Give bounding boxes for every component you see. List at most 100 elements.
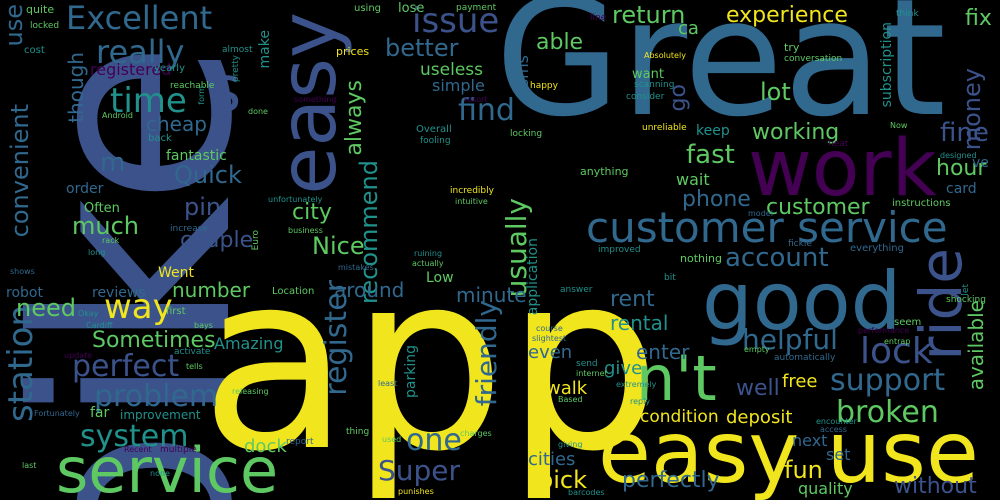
word-much: much [72, 212, 139, 240]
word-one: one [406, 423, 462, 458]
word-location: Location [272, 286, 315, 297]
word-condition: condition [640, 407, 719, 427]
word-app: app [200, 220, 662, 500]
word-recent: Recent [124, 445, 152, 454]
word-set: set [826, 445, 851, 464]
word-think: think [896, 9, 919, 19]
word-return: return [612, 1, 686, 29]
word-card: card [946, 181, 977, 197]
word-rent: rent [610, 287, 655, 312]
word-subscription: subscription [879, 22, 895, 108]
word-perfectly: perfectly [622, 468, 720, 493]
word-using: using [354, 3, 382, 14]
word-registered: registered [90, 60, 172, 79]
word-nice: Nice [312, 232, 365, 260]
word-keep: keep [696, 123, 730, 139]
word-hour: hour [936, 156, 987, 181]
word-excellent: Excellent [66, 0, 213, 37]
word-order: order [66, 181, 104, 197]
word-issue: issue [412, 1, 500, 41]
word-overall: Overall [416, 124, 452, 135]
word-course: course [536, 324, 563, 333]
word-almost: almost [222, 45, 253, 55]
word-prices: prices [336, 45, 370, 58]
word-far: far [90, 405, 110, 421]
word-ca: ca [678, 18, 699, 39]
word-even: even [528, 342, 573, 363]
word-lose: lose [398, 1, 425, 16]
word-instructions: instructions [892, 198, 951, 209]
word-improvement: improvement [120, 408, 201, 422]
word-ve: ve [972, 155, 989, 171]
word-okay: Okay [78, 309, 99, 318]
word-minute: minute [456, 283, 527, 307]
word-least: least [378, 379, 398, 388]
word-euro: Euro [251, 230, 261, 251]
word-activate: activate [174, 347, 211, 357]
word-incredibly: incredibly [450, 186, 494, 196]
word-performance: performance [858, 326, 910, 335]
word-cities: cities [528, 449, 576, 470]
word-form: form [197, 86, 206, 105]
word-absolutely: Absolutely [644, 51, 686, 60]
word-none: none [150, 469, 170, 478]
word-though: though [64, 52, 88, 123]
word-cost: cost [24, 45, 45, 56]
word-intuitive: intuitive [455, 197, 488, 206]
word-use: use [0, 4, 28, 47]
word-fickle: fickle [788, 239, 812, 249]
word-dock: dock [244, 436, 287, 457]
word-let: let [961, 284, 971, 296]
word-actually: actually [412, 259, 444, 268]
word-lock: lock [860, 331, 933, 372]
word-model: model [748, 209, 773, 218]
word-encounter: encounter [816, 417, 857, 426]
word-increase: increase [170, 224, 208, 234]
word-answer: answer [560, 285, 593, 295]
word-really: really [96, 33, 185, 71]
word-pin: pin [184, 193, 222, 221]
word-giving: giving [558, 440, 583, 449]
word-application: application [525, 238, 541, 316]
word-customer-service: customer service [586, 203, 948, 252]
word-fantastic: fantastic [166, 148, 227, 164]
word-based: Based [558, 395, 583, 404]
word-fun: fun [784, 456, 823, 484]
word-find: find [458, 93, 515, 128]
word-convenient: convenient [6, 104, 34, 238]
word-good: good [702, 255, 902, 348]
word-scanning: scanning [634, 80, 675, 90]
word-multiple: multiple [160, 445, 197, 455]
word-fast: fast [686, 140, 735, 170]
word-friendly: friendly [470, 300, 503, 407]
word-used: used [382, 435, 402, 444]
word-barcodes: barcodes [568, 488, 605, 497]
word-give: give [604, 358, 643, 379]
word-rental: rental [610, 311, 669, 335]
word-long: long [88, 248, 106, 257]
word-way: way [104, 287, 173, 327]
word-rack: rack [102, 236, 120, 245]
word-easy-use: easy use [598, 403, 979, 500]
word-need: need [16, 294, 76, 322]
word-improved: improved [598, 245, 641, 255]
word-designed: designed [940, 151, 977, 160]
word-shows: shows [10, 267, 35, 276]
word-heat: heat [828, 139, 849, 149]
word-parking: parking [403, 345, 419, 398]
word-business: business [288, 226, 323, 235]
word-went: Went [158, 265, 194, 281]
word-work: work [748, 124, 937, 214]
word-access: access [820, 425, 847, 434]
word-better: better [385, 34, 459, 62]
word-problem: problem [94, 379, 219, 414]
word-fortunately: Fortunately [34, 409, 80, 418]
word-pick: pick [538, 466, 587, 494]
word-super: Super [378, 454, 461, 487]
word-well: well [736, 376, 780, 401]
word-next: next [792, 431, 828, 450]
word-robot: robot [6, 285, 43, 301]
word-now: Now [890, 121, 908, 130]
word-couple: couple [180, 228, 254, 253]
